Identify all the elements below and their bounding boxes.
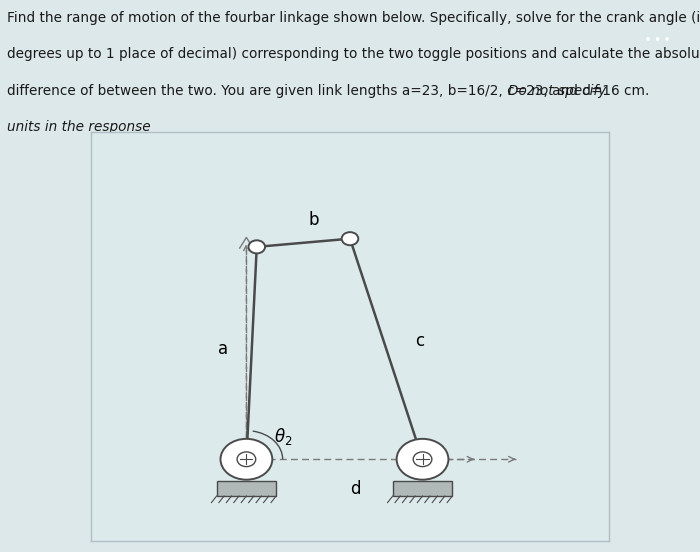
Bar [216, 480, 276, 496]
Text: units in the response: units in the response [7, 120, 150, 134]
Text: $\theta_2$: $\theta_2$ [274, 426, 293, 447]
Text: Do not specify: Do not specify [508, 84, 606, 98]
Text: degrees up to 1 place of decimal) corresponding to the two toggle positions and : degrees up to 1 place of decimal) corres… [7, 47, 700, 61]
Text: b: b [309, 211, 319, 229]
Text: • • •: • • • [645, 35, 671, 45]
Text: a: a [218, 340, 228, 358]
Bar [393, 480, 452, 496]
Circle shape [220, 439, 272, 480]
Circle shape [397, 439, 449, 480]
Text: difference of between the two. You are given link lengths a=23, b=16/2, c=23, an: difference of between the two. You are g… [7, 84, 654, 98]
Text: Find the range of motion of the fourbar linkage shown below. Specifically, solve: Find the range of motion of the fourbar … [7, 11, 700, 25]
Circle shape [342, 232, 358, 245]
Text: c: c [415, 332, 424, 350]
Circle shape [248, 240, 265, 253]
Text: d: d [350, 480, 360, 498]
